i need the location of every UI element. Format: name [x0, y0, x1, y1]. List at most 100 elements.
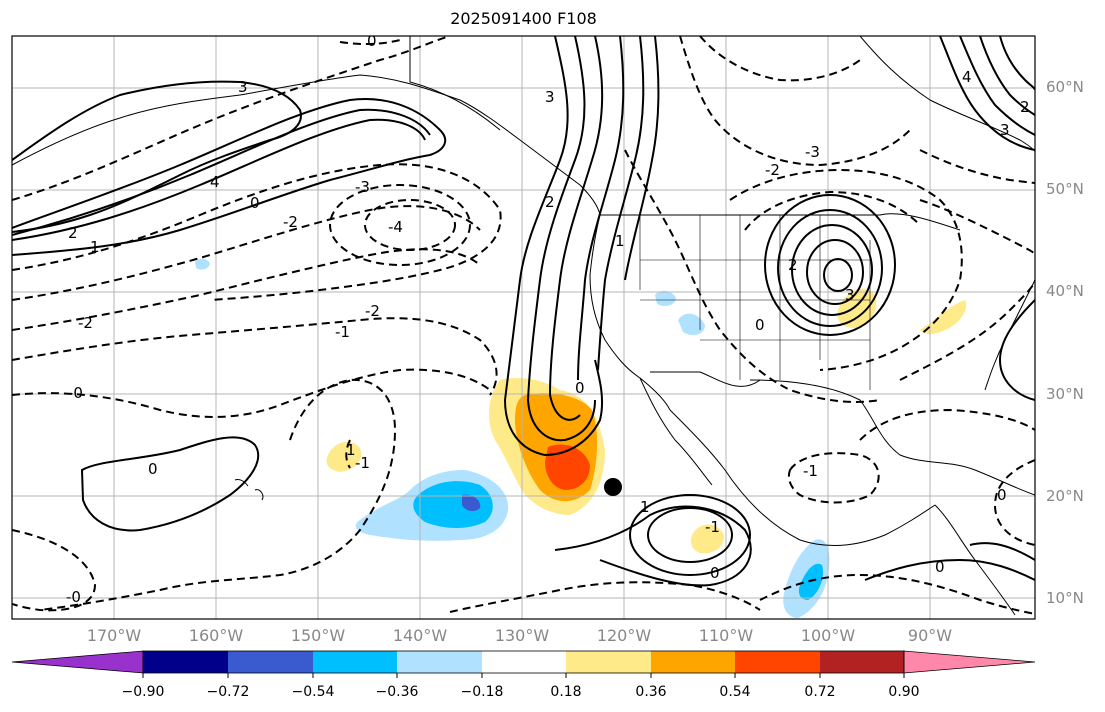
dashed-contour-5 [12, 317, 498, 396]
dashed-contour-10 [679, 36, 911, 167]
warm-patch-small [690, 524, 725, 554]
dashed-contour-17 [787, 452, 880, 504]
dashed-contour-11 [699, 36, 861, 82]
map-border [11, 35, 1036, 620]
colorbar-label: −0.72 [206, 684, 250, 700]
solid-trough-3 [548, 36, 604, 421]
warm-patch-east [920, 300, 967, 335]
solid-contour-ne-3 [979, 36, 1035, 116]
solid-trough-5 [597, 36, 645, 371]
border-alaska [409, 36, 501, 131]
contour-label: -1 [355, 454, 370, 472]
contour-label: 1 [640, 498, 650, 516]
lon-label: 110°W [698, 626, 754, 645]
solid-contour-ne-2 [959, 36, 1035, 136]
solid-contour-alaska-2 [12, 108, 431, 236]
contour-label: 3 [545, 88, 555, 106]
colorbar-extend-high [903, 650, 1036, 674]
solid-contour-low-5 [823, 258, 853, 292]
colorbar-bin-5 [482, 651, 566, 673]
solid-contour-alaska-1 [12, 98, 447, 256]
dashed-contour-21 [919, 149, 1035, 184]
lon-label: 160°W [188, 626, 244, 645]
contour-label: -1 [335, 323, 350, 341]
coast-canada [859, 36, 1035, 153]
solid-contour-ne-4 [999, 36, 1035, 91]
contour-label: 2 [545, 193, 555, 211]
solid-contour-low-3 [791, 224, 873, 316]
dashed-contour-2 [12, 163, 502, 301]
dashed-contour-20 [919, 199, 1035, 256]
warm-patch-hawaii [326, 441, 362, 472]
colorbar [11, 650, 1036, 678]
solid-contour-alaska-4 [12, 80, 302, 233]
dashed-contour-1 [12, 36, 451, 201]
contour-label: -3 [805, 143, 820, 161]
coast-hawaii [234, 479, 264, 501]
contour-label: -1 [803, 462, 818, 480]
solid-contour-easterly-2 [647, 507, 733, 563]
solid-trough-4 [577, 36, 625, 381]
colorbar-bin-6 [566, 651, 651, 673]
solid-contour-gulf [969, 542, 1035, 561]
lon-label: 90°W [907, 626, 953, 645]
contour-label: -1 [705, 518, 720, 536]
colorbar-extend-low [11, 650, 144, 674]
dashed-contour-19 [759, 573, 1035, 615]
contour-label: 2 [68, 224, 78, 242]
colorbar-label: 0.72 [804, 684, 836, 700]
coast-mexico [669, 409, 936, 546]
dashed-contour-8 [39, 378, 397, 611]
solid-contour-low-1 [764, 194, 896, 336]
cold-patch-mexico-core [798, 563, 824, 600]
dashed-contour-6 [12, 368, 491, 418]
colorbar-bin-7 [651, 651, 735, 673]
contour-label: 0 [250, 194, 260, 212]
dashed-contours [12, 36, 1035, 615]
cold-patch-sw1 [655, 290, 676, 306]
lat-label: 60°N [1046, 78, 1084, 96]
contour-label: 4 [210, 173, 220, 191]
contour-label: 1 [615, 232, 625, 250]
colorbar-bin-4 [397, 651, 482, 673]
contour-label: 0 [755, 316, 765, 334]
cold-patch-mid [413, 481, 493, 528]
contour-label: 3 [238, 78, 248, 96]
coast-westus [589, 214, 671, 411]
state-lines [639, 215, 871, 390]
dashed-contour-3 [12, 205, 481, 301]
contour-label: -2 [365, 302, 380, 320]
border-us-mexico [650, 371, 761, 387]
map-background [12, 36, 1035, 619]
solid-contour-alaska-3 [12, 118, 426, 241]
warm-patch-core [545, 444, 590, 490]
contour-label: -0 [66, 588, 81, 606]
solid-contour-carib [864, 558, 1035, 581]
colorbar-label: −0.54 [291, 684, 335, 700]
colorbar-bin-1 [143, 651, 228, 673]
dashed-contour-14 [744, 190, 921, 231]
lat-label: 50°N [1046, 180, 1084, 198]
colorbar-label: 0.54 [719, 684, 751, 700]
dashed-contour-18 [993, 459, 1035, 546]
coast-gulf [749, 379, 1035, 496]
cold-patch-core [462, 494, 481, 512]
lat-label: 20°N [1046, 487, 1084, 505]
solid-contour-low-2 [777, 209, 883, 327]
lon-label: 170°W [86, 626, 142, 645]
contour-label: 0 [148, 460, 158, 478]
lat-label: 10°N [1046, 589, 1084, 607]
colorbar-bin-9 [820, 651, 904, 673]
solid-contour-se [998, 299, 1035, 401]
colorbar-bin-3 [313, 651, 397, 673]
dashed-contour-low-pac-1 [329, 184, 471, 266]
contour-label: -4 [388, 218, 403, 236]
contour-label: -2 [765, 161, 780, 179]
contour-label: 0 [935, 558, 945, 576]
contour-label: 0 [997, 486, 1007, 504]
colorbar-label: 0.18 [550, 684, 582, 700]
contour-label: -2 [78, 314, 93, 332]
dashed-contour-7 [12, 529, 97, 612]
colorbar-bin-8 [735, 651, 820, 673]
dashed-contour-low-pac-2 [364, 199, 456, 251]
